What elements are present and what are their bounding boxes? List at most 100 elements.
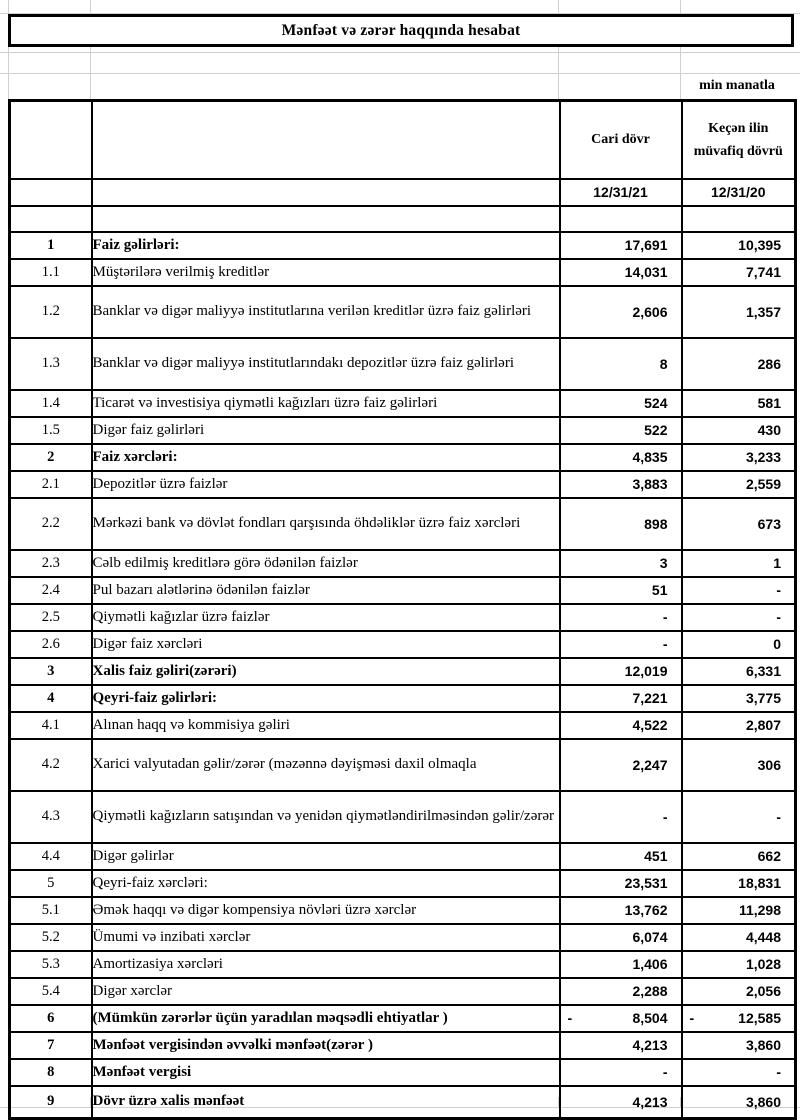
income-statement-table: Cari dövr Keçən ilin müvafiq dövrü 12/31… [8, 99, 797, 1120]
row-label: Əmək haqqı və digər kompensiya növləri ü… [90, 895, 561, 925]
value: 10,395 [738, 237, 781, 253]
value: 8,504 [632, 1010, 668, 1026]
table-row: 5.1 Əmək haqqı və digər kompensiya növlər… [8, 895, 797, 925]
row-value-previous: - [680, 1057, 797, 1087]
row-value-current: 4,835 [558, 442, 683, 472]
row-value-previous: - [680, 575, 797, 605]
value: 522 [644, 422, 668, 438]
row-label: Ticarət və investisiya qiymətli kağızlar… [90, 388, 561, 418]
row-number: 5 [8, 868, 93, 898]
value: - [776, 1064, 781, 1080]
row-value-previous: 3,860 [680, 1030, 797, 1060]
row-value-current: - 8,504 [558, 1003, 683, 1033]
value: - [662, 609, 668, 625]
table-row: 1.1 Müştərilərə verilmiş kreditlər 14,031 7… [8, 257, 797, 287]
row-value-previous: - [680, 602, 797, 632]
row-value-previous: 1 [680, 548, 797, 578]
table-row: 1.4 Ticarət və investisiya qiymətli kağız… [8, 388, 797, 418]
row-value-current: - [558, 629, 683, 659]
row-label: Müştərilərə verilmiş kreditlər [90, 257, 561, 287]
value: 12,019 [624, 663, 668, 679]
row-label: Xalis faiz gəliri(zərəri) [90, 656, 561, 686]
row-value-previous: - [680, 789, 797, 844]
empty-cell [90, 204, 561, 233]
table-row: 2 Faiz xərcləri: 4,835 3,233 [8, 442, 797, 472]
value: 430 [757, 422, 781, 438]
table-row: 2.2 Mərkəzi bank və dövlət fondları qarşı… [8, 496, 797, 551]
value: 4,522 [632, 717, 668, 733]
table-row: 2.3 Cəlb edilmiş kreditlərə görə ödənilən… [8, 548, 797, 578]
value: 2,559 [745, 476, 781, 492]
row-label: Qiymətli kağızların satışından və yenidə… [90, 789, 561, 844]
row-label: Mərkəzi bank və dövlət fondları qarşısın… [90, 496, 561, 551]
value: 2,056 [745, 983, 781, 999]
value: 11,298 [738, 902, 781, 918]
row-number: 4.1 [8, 710, 93, 740]
empty-cell [680, 204, 797, 233]
value: 0 [773, 636, 781, 652]
row-label: Qeyri-faiz gəlirləri: [90, 683, 561, 713]
value: 4,835 [632, 449, 668, 465]
row-value-previous: 1,028 [680, 949, 797, 979]
row-label: Digər gəlirlər [90, 841, 561, 871]
row-number: 4 [8, 683, 93, 713]
row-value-current: 4,213 [558, 1084, 683, 1120]
table-row: 8 Mənfəət vergisi - - [8, 1057, 797, 1087]
row-label: Mənfəət vergisindən əvvəlki mənfəət(zərə… [90, 1030, 561, 1060]
row-number: 1.5 [8, 415, 93, 445]
row-value-previous: 4,448 [680, 922, 797, 952]
date-description-cell [90, 177, 561, 207]
value: 2,807 [745, 717, 781, 733]
value: - [776, 808, 781, 825]
row-number: 2 [8, 442, 93, 472]
row-number: 2.4 [8, 575, 93, 605]
row-value-previous: 1,357 [680, 284, 797, 339]
row-value-current: 2,247 [558, 737, 683, 792]
table-row: 4.3 Qiymətli kağızların satışından və yen… [8, 789, 797, 844]
row-number: 2.3 [8, 548, 93, 578]
row-value-current: - [558, 1057, 683, 1087]
row-value-previous: 2,559 [680, 469, 797, 499]
row-value-current: 3 [558, 548, 683, 578]
row-value-current: 3,883 [558, 469, 683, 499]
value: 3,860 [745, 1093, 781, 1110]
row-value-previous: 306 [680, 737, 797, 792]
row-number: 1 [8, 230, 93, 260]
gridline [0, 13, 800, 14]
table-row: 1.5 Digər faiz gəlirləri 522 430 [8, 415, 797, 445]
row-label: Ümumi və inzibati xərclər [90, 922, 561, 952]
value: 3,775 [745, 690, 781, 706]
row-value-current: 8 [558, 336, 683, 391]
row-number: 1.4 [8, 388, 93, 418]
value: 4,213 [632, 1093, 668, 1110]
table-row: 9 Dövr üzrə xalis mənfəət 4,213 3,860 [8, 1084, 797, 1120]
value: 581 [757, 395, 781, 411]
row-value-previous: 18,831 [680, 868, 797, 898]
row-value-current: 6,074 [558, 922, 683, 952]
header-description-cell [90, 99, 561, 180]
spacer-row [8, 204, 797, 233]
empty-cell [8, 204, 93, 233]
row-number: 5.2 [8, 922, 93, 952]
table-row: 5.2 Ümumi və inzibati xərclər 6,074 4,448 [8, 922, 797, 952]
table-row: 1.2 Banklar və digər maliyyə institutları… [8, 284, 797, 339]
unit-label: min manatla [699, 78, 775, 93]
table-row: 4.1 Alınan haqq və kommisiya gəliri 4,522 2… [8, 710, 797, 740]
header-current-period: Cari dövr [558, 99, 683, 180]
empty-cell [558, 204, 683, 233]
value: 2,288 [632, 983, 668, 999]
negative-sign: - [567, 1010, 573, 1026]
row-value-current: 12,019 [558, 656, 683, 686]
value: 4,448 [745, 929, 781, 945]
row-value-current: 522 [558, 415, 683, 445]
report-title: Mənfəət və zərər haqqında hesabat [281, 21, 521, 39]
value: 4,213 [632, 1037, 668, 1053]
row-number: 1.2 [8, 284, 93, 339]
row-value-current: - [558, 789, 683, 844]
row-value-previous: 0 [680, 629, 797, 659]
previous-period-date: 12/31/20 [680, 177, 797, 207]
value: 3,883 [632, 476, 668, 492]
row-value-previous: 662 [680, 841, 797, 871]
value: - [662, 808, 668, 825]
row-value-previous: 7,741 [680, 257, 797, 287]
